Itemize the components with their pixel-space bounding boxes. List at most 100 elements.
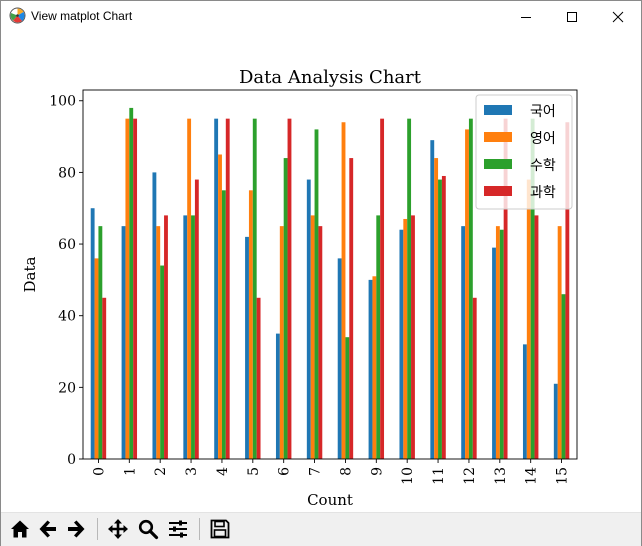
bar — [372, 276, 377, 459]
bar — [399, 229, 404, 459]
save-floppy-icon — [210, 519, 230, 539]
bar — [287, 118, 292, 459]
x-tick-label: 13 — [493, 467, 509, 485]
x-tick-label: 12 — [462, 467, 478, 485]
legend-label: 영어 — [530, 131, 556, 147]
legend-swatch — [484, 159, 512, 169]
x-tick-label: 7 — [308, 467, 324, 476]
bar — [125, 118, 130, 459]
bar — [283, 158, 288, 459]
minimize-icon — [521, 16, 531, 18]
bar — [275, 333, 280, 459]
navigation-toolbar — [1, 512, 641, 546]
bar — [349, 158, 354, 459]
bar — [102, 297, 107, 459]
x-tick-label: 4 — [215, 467, 231, 476]
maximize-icon — [567, 11, 577, 22]
x-tick-label: 11 — [431, 467, 447, 485]
bar — [557, 226, 562, 459]
bar — [214, 118, 219, 459]
x-tick-label: 14 — [524, 467, 540, 485]
y-tick-label: 0 — [67, 452, 76, 468]
bar — [345, 337, 350, 459]
bar — [438, 179, 442, 459]
bar — [495, 226, 500, 459]
bar — [245, 236, 249, 459]
bar — [164, 215, 168, 459]
x-tick-label: 5 — [246, 467, 262, 476]
toolbar-separator — [199, 518, 200, 540]
configure-subplots-icon — [169, 520, 187, 538]
bar — [187, 118, 192, 459]
bar — [411, 215, 415, 459]
bar — [191, 215, 195, 459]
legend-swatch — [484, 105, 512, 115]
home-icon — [11, 520, 29, 538]
home-button[interactable] — [7, 516, 33, 542]
pan-move-icon — [108, 519, 128, 539]
bar — [492, 247, 496, 459]
chart-title: Data Analysis Chart — [239, 67, 422, 88]
bar — [129, 107, 134, 459]
bar — [306, 179, 311, 459]
bar — [553, 383, 558, 459]
bar — [218, 154, 222, 459]
x-tick-label: 6 — [277, 467, 293, 476]
plot-canvas[interactable]: 0 20 40 60 80 100 0 1 2 3 4 5 6 7 8 9 10 11 12 13 14 15 Data A… — [1, 32, 641, 512]
forward-arrow-icon — [68, 520, 85, 538]
bar — [152, 172, 157, 459]
legend-box — [475, 94, 573, 210]
x-tick-label: 8 — [338, 467, 354, 476]
legend-label: 과학 — [530, 185, 556, 201]
bar — [248, 190, 253, 459]
bar — [225, 118, 230, 459]
bar — [461, 226, 466, 459]
x-axis-label: Count — [307, 491, 353, 509]
bar — [376, 215, 381, 459]
bar — [310, 215, 315, 459]
y-axis-label: Data — [21, 256, 39, 292]
bar — [407, 118, 412, 459]
x-tick-label: 3 — [184, 467, 200, 476]
bar — [472, 297, 477, 459]
close-button[interactable] — [595, 1, 641, 32]
legend-label: 수학 — [530, 158, 556, 174]
bar — [522, 344, 527, 459]
bar — [314, 129, 319, 459]
bar — [121, 226, 126, 459]
maximize-button[interactable] — [549, 1, 595, 32]
configure-subplots-button[interactable] — [165, 516, 191, 542]
bar — [526, 179, 531, 459]
bar — [434, 158, 439, 459]
bar — [156, 226, 161, 459]
bar — [468, 118, 473, 459]
bar — [318, 226, 323, 459]
bar — [465, 129, 469, 459]
bar — [565, 122, 570, 460]
minimize-button[interactable] — [503, 1, 549, 32]
forward-button[interactable] — [63, 516, 89, 542]
bar — [160, 265, 165, 459]
y-tick-label: 40 — [58, 309, 76, 325]
bar — [98, 226, 103, 459]
bar — [221, 190, 226, 459]
legend-swatch — [484, 186, 512, 196]
x-tick-label: 9 — [369, 467, 385, 476]
save-button[interactable] — [207, 516, 233, 542]
back-button[interactable] — [35, 516, 61, 542]
pan-button[interactable] — [105, 516, 131, 542]
bar — [133, 118, 138, 459]
bar — [337, 258, 342, 459]
back-arrow-icon — [39, 520, 56, 538]
x-tick-label: 2 — [153, 467, 169, 476]
toolbar-separator — [97, 518, 98, 540]
x-tick-label: 10 — [400, 467, 416, 485]
x-tick-label: 1 — [122, 467, 138, 476]
title-bar[interactable]: View matplot Chart — [1, 1, 641, 32]
zoom-button[interactable] — [135, 516, 161, 542]
bar — [279, 226, 284, 459]
bar — [183, 215, 188, 459]
